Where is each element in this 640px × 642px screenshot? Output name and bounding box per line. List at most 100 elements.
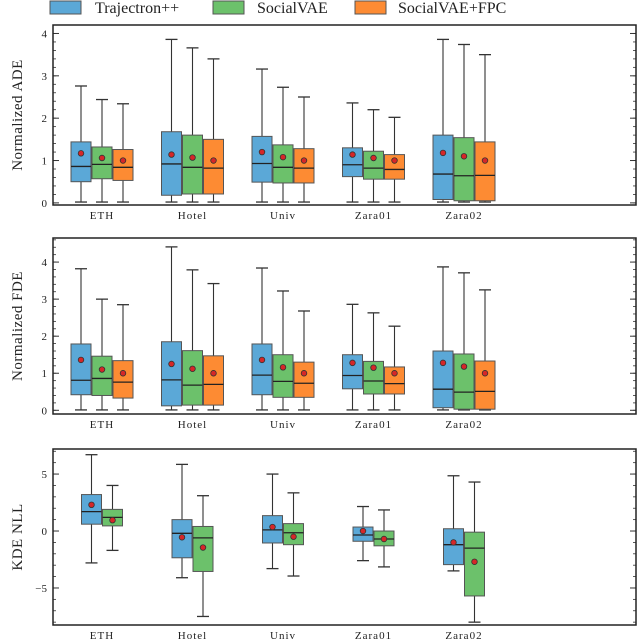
mean-marker [279,153,287,161]
mean-marker [370,154,377,162]
box-iqr [474,141,496,202]
panel-1: 0 1 2 3 4 Normalized ADE ETH Hotel Univ Zara01 Zar… [10,24,637,222]
box-socialvae-eth [102,484,123,552]
y-tick-label: −5 [35,583,47,595]
box-iqr [251,135,273,183]
box-trajectron--zara01 [352,505,374,562]
y-tick-label: 4 [42,257,48,269]
box-socialvae-zara02 [464,481,485,623]
box-socialvae-hotel [182,269,203,411]
box-trajectron--hotel [161,38,182,203]
mean-marker [380,535,388,543]
box-trajectron--eth [70,85,92,203]
panel-3: −5 0 5 KDE NLL ETH Hotel Univ Zara01 Zara02 [10,448,637,642]
box-trajectron--zara01 [342,303,363,411]
legend-label: SocialVAE+FPC [398,0,506,17]
legend-label: SocialVAE [257,0,328,17]
box-socialvae-univ [272,290,294,411]
box-iqr [432,350,454,409]
box-iqr [251,343,273,396]
box-iqr [363,150,384,180]
mean-marker [359,527,367,535]
box-socialvae-fpc-zara01 [384,116,405,203]
box-iqr [432,134,454,200]
box-iqr [453,137,475,202]
box-iqr [453,353,475,410]
box-socialvae-fpc-hotel [203,58,224,203]
y-axis-label: KDE NLL [10,503,26,570]
mean-marker [98,154,106,162]
box-iqr [342,147,363,178]
box-iqr [363,360,384,395]
mean-marker [290,533,297,540]
box-iqr [81,494,102,525]
box-trajectron--univ [251,267,273,411]
box-socialvae-fpc-hotel [203,282,224,411]
box-trajectron--zara01 [342,102,363,203]
mean-marker [439,359,447,367]
mean-marker [349,359,356,367]
box-socialvae-fpc-univ [293,310,315,411]
y-tick-label: 3 [42,71,48,83]
mean-marker [199,544,207,551]
x-tick-label: Hotel [178,210,207,222]
box-iqr [293,361,315,398]
box-socialvae-eth [91,98,113,203]
box-iqr [70,343,92,396]
x-tick-label: Zara01 [355,419,392,431]
box-iqr [443,528,464,566]
box-trajectron--hotel [171,463,193,579]
mean-marker [168,360,175,368]
box-socialvae-zara01 [363,109,384,203]
mean-marker [109,516,116,524]
box-iqr [161,341,182,407]
box-socialvae-zara01 [373,509,395,568]
mean-marker [210,370,217,377]
box-socialvae-fpc-zara02 [474,53,496,203]
mean-marker [88,501,95,509]
mean-marker [77,356,85,364]
box-socialvae-fpc-univ [293,96,315,203]
x-tick-label: Zara01 [355,210,392,222]
y-tick-label: 0 [42,405,48,417]
box-socialvae-fpc-zara02 [474,289,496,411]
box-socialvae-hotel [182,47,203,203]
box-iqr [91,146,113,180]
box-trajectron--hotel [161,246,182,411]
x-tick-label: Zara02 [445,210,482,222]
plot-frame [52,448,637,626]
mean-marker [269,523,276,531]
x-tick-label: Zara02 [445,630,482,642]
x-tick-label: Hotel [178,630,207,642]
box-trajectron--eth [81,454,102,564]
box-iqr [342,354,363,390]
mean-marker [481,157,489,164]
box-iqr [384,366,405,395]
mean-marker [300,157,308,164]
mean-marker [471,558,478,565]
legend-label: Trajectron++ [95,0,179,17]
box-trajectron--univ [262,473,283,570]
x-tick-label: Univ [270,210,296,222]
x-tick-label: ETH [90,630,114,642]
mean-marker [279,364,287,371]
box-socialvae-fpc-eth [112,103,134,203]
box-iqr [91,355,113,396]
legend-swatch [49,0,82,15]
mean-marker [98,366,106,373]
y-axis-label: Normalized ADE [10,59,26,171]
y-tick-label: 0 [42,526,48,538]
box-socialvae-univ [283,492,304,577]
y-tick-label: 2 [42,113,48,125]
box-iqr [272,144,294,184]
x-tick-label: ETH [90,419,114,431]
box-trajectron--zara02 [443,475,464,572]
box-socialvae-zara01 [363,312,384,411]
legend-swatch [212,0,245,15]
y-tick-label: 1 [42,368,48,380]
box-iqr [293,148,315,184]
box-iqr [112,360,134,399]
mean-marker [189,365,196,372]
plot-frame [52,24,637,206]
box-iqr [203,138,224,195]
